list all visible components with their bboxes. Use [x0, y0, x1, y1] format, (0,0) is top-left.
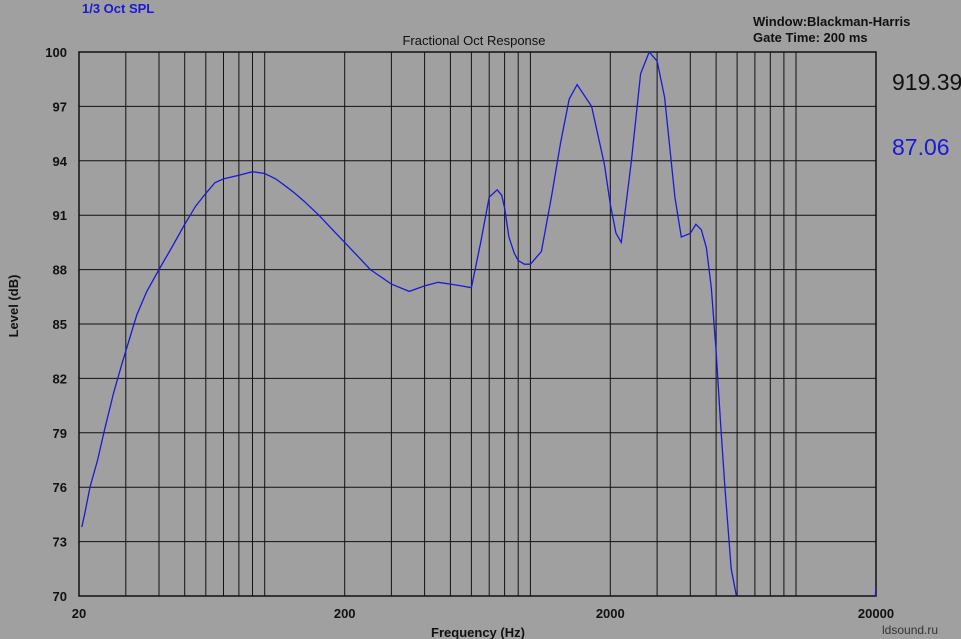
plot-frame	[78, 51, 877, 597]
plot-grid	[79, 52, 876, 596]
y-tick-label: 82	[53, 371, 67, 386]
y-axis-label: Level (dB)	[6, 275, 21, 338]
y-tick-label: 73	[53, 535, 67, 550]
watermark-text: ldsound.ru	[882, 623, 938, 637]
y-tick-labels: 70 73 76 79 82 85 88 91 94 97 100	[45, 45, 67, 604]
x-axis-label: Frequency (Hz)	[431, 625, 525, 639]
y-tick-label: 94	[53, 154, 68, 169]
y-tick-label: 100	[45, 45, 67, 60]
window-info: Window:Blackman-Harris	[753, 14, 910, 29]
readout-level: 87.06	[892, 134, 950, 160]
y-tick-label: 76	[53, 480, 67, 495]
x-tick-label: 200	[334, 606, 356, 621]
y-tick-label: 79	[53, 426, 67, 441]
gate-info: Gate Time: 200 ms	[753, 30, 868, 45]
x-tick-label: 20000	[858, 606, 894, 621]
x-tick-label: 20	[72, 606, 86, 621]
readout-frequency: 919.39	[892, 69, 961, 95]
x-tick-label: 2000	[596, 606, 625, 621]
y-tick-label: 91	[53, 208, 67, 223]
x-tick-labels: 20 200 2000 20000	[72, 606, 894, 621]
y-tick-label: 70	[53, 589, 67, 604]
y-tick-label: 88	[53, 263, 67, 278]
y-tick-label: 85	[53, 317, 67, 332]
chart-title: Fractional Oct Response	[402, 33, 545, 48]
y-tick-label: 97	[53, 99, 67, 114]
mode-label: 1/3 Oct SPL	[82, 1, 154, 16]
spl-curve	[81, 52, 876, 596]
